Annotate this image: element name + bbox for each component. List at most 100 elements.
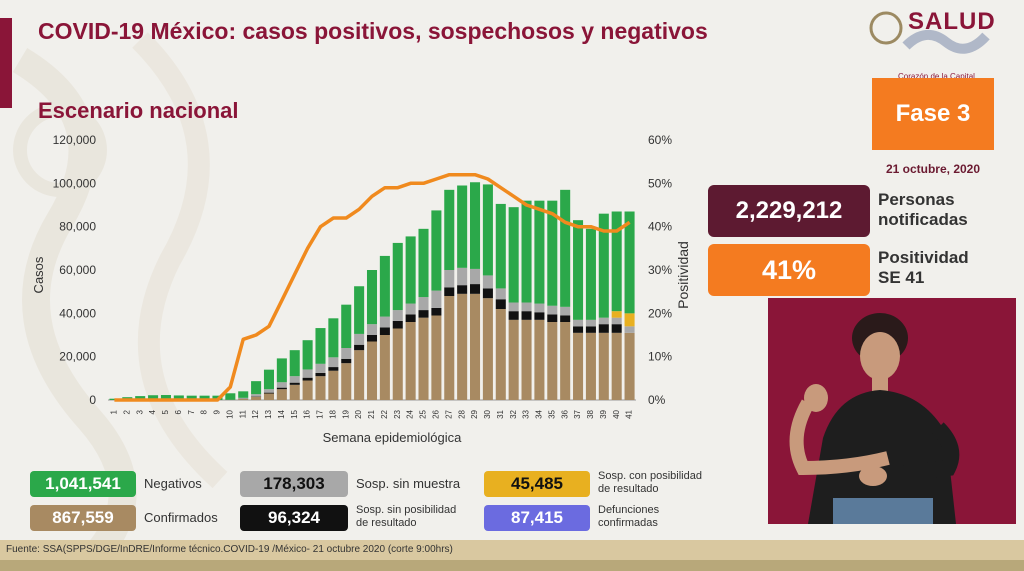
y2-tick-label: 50% bbox=[648, 176, 672, 190]
bar-segment bbox=[276, 358, 287, 383]
bar-segment bbox=[534, 312, 545, 320]
y-tick-label: 100,000 bbox=[53, 176, 97, 190]
bar-segment bbox=[598, 213, 609, 318]
x-tick-label: 33 bbox=[522, 409, 531, 418]
legend-sosp-con-posibilidad-label: Sosp. con posibilidad de resultado bbox=[598, 470, 702, 495]
bar-segment bbox=[457, 185, 468, 268]
x-tick-label: 12 bbox=[251, 409, 260, 418]
bar-segment bbox=[585, 319, 596, 327]
bar-segment bbox=[534, 200, 545, 304]
bar-segment bbox=[611, 324, 622, 333]
bar-segment bbox=[328, 367, 339, 371]
x-tick-label: 27 bbox=[444, 409, 453, 418]
bar-segment bbox=[598, 324, 609, 333]
x-tick-label: 22 bbox=[380, 409, 389, 418]
bar-segment bbox=[276, 389, 287, 400]
bar-segment bbox=[598, 317, 609, 325]
bar-segment bbox=[328, 370, 339, 400]
bar-segment bbox=[624, 326, 635, 333]
x-tick-label: 31 bbox=[496, 409, 505, 418]
bar-segment bbox=[418, 317, 429, 400]
bar-segment bbox=[470, 284, 481, 294]
bar-segment bbox=[160, 395, 171, 400]
bar-segment bbox=[341, 304, 352, 348]
bar-segment bbox=[405, 303, 416, 315]
legend-confirmados-label: Confirmados bbox=[144, 510, 218, 525]
bar-segment bbox=[276, 382, 287, 388]
bar-segment bbox=[534, 319, 545, 400]
bar-segment bbox=[495, 288, 506, 300]
x-tick-label: 1 bbox=[110, 409, 119, 414]
bar-segment bbox=[328, 357, 339, 368]
x-tick-label: 20 bbox=[354, 409, 363, 418]
bar-segment bbox=[611, 211, 622, 312]
x-tick-label: 8 bbox=[200, 409, 209, 414]
positivity-label: Positividad SE 41 bbox=[878, 248, 969, 287]
x-tick-label: 18 bbox=[328, 409, 337, 418]
bar-segment bbox=[585, 228, 596, 320]
sign-language-interpreter-video bbox=[768, 298, 1016, 524]
bar-segment bbox=[405, 314, 416, 322]
x-tick-label: 10 bbox=[225, 409, 234, 418]
bar-segment bbox=[315, 376, 326, 400]
bar-segment bbox=[508, 302, 519, 312]
bar-segment bbox=[560, 322, 571, 400]
bar-segment bbox=[624, 313, 635, 327]
y2-axis-title: Positividad bbox=[675, 241, 691, 309]
bar-segment bbox=[444, 287, 455, 296]
y-tick-label: 120,000 bbox=[53, 133, 97, 147]
legend-sosp-sin-muestra-value: 178,303 bbox=[240, 471, 348, 497]
y2-tick-label: 30% bbox=[648, 263, 672, 277]
footer-bar bbox=[0, 540, 1024, 560]
bar-segment bbox=[148, 395, 159, 400]
legend-defunciones-value: 87,415 bbox=[484, 505, 590, 531]
bar-segment bbox=[366, 341, 378, 400]
salud-logo-text: SALUD bbox=[908, 8, 996, 35]
x-tick-label: 16 bbox=[303, 409, 312, 418]
bottom-strip bbox=[0, 560, 1024, 571]
y2-tick-label: 40% bbox=[648, 220, 672, 234]
positivity-value: 41% bbox=[708, 244, 870, 296]
bar-segment bbox=[482, 288, 493, 299]
x-tick-label: 11 bbox=[238, 409, 247, 418]
bar-segment bbox=[418, 310, 429, 318]
bar-segment bbox=[263, 389, 274, 393]
bar-segment bbox=[521, 302, 532, 312]
bar-segment bbox=[354, 286, 365, 334]
x-tick-label: 40 bbox=[612, 409, 621, 418]
bar-segment bbox=[173, 395, 184, 400]
bar-segment bbox=[508, 207, 519, 303]
page-title: COVID-19 México: casos positivos, sospec… bbox=[38, 18, 708, 44]
bar-segment bbox=[315, 372, 326, 377]
bar-segment bbox=[302, 377, 313, 381]
bar-segment bbox=[431, 315, 442, 400]
bar-segment bbox=[534, 303, 545, 313]
bar-segment bbox=[186, 395, 197, 400]
legend-sosp-con-posibilidad-value: 45,485 bbox=[484, 471, 590, 497]
notified-count: 2,229,212 bbox=[708, 185, 870, 237]
bar-segment bbox=[405, 322, 416, 400]
bar-segment bbox=[444, 296, 455, 400]
x-tick-label: 7 bbox=[187, 409, 196, 414]
bar-segment bbox=[444, 270, 455, 288]
bar-segment bbox=[560, 306, 571, 316]
x-tick-label: 2 bbox=[122, 409, 131, 414]
bar-segment bbox=[315, 328, 326, 364]
legend-confirmados-value: 867,559 bbox=[30, 505, 136, 531]
bar-segment bbox=[238, 398, 249, 400]
source-note: Fuente: SSA(SPPS/DGE/InDRE/Informe técni… bbox=[6, 544, 453, 555]
legend-sosp-sin-posibilidad-label: Sosp. sin posibilidad de resultado bbox=[356, 504, 457, 529]
bar-segment bbox=[470, 268, 481, 285]
bar-segment bbox=[624, 211, 635, 314]
x-tick-label: 13 bbox=[264, 409, 273, 418]
bar-segment bbox=[560, 315, 571, 322]
bar-segment bbox=[263, 392, 274, 394]
legend-sosp-sin-posibilidad-value: 96,324 bbox=[240, 505, 348, 531]
bar-segment bbox=[392, 320, 403, 329]
x-axis-title: Semana epidemiológica bbox=[323, 430, 463, 445]
x-tick-label: 37 bbox=[573, 409, 582, 418]
legend-sosp-sin-muestra-label: Sosp. sin muestra bbox=[356, 476, 461, 491]
bar-segment bbox=[199, 395, 210, 400]
x-tick-label: 14 bbox=[277, 409, 286, 418]
positividad-line bbox=[114, 172, 631, 402]
